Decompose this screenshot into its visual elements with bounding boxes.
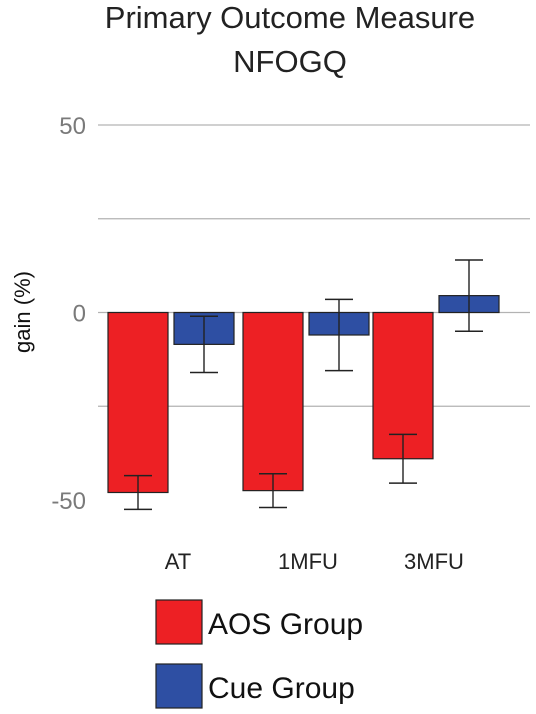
- x-tick-label: 1MFU: [278, 549, 338, 574]
- bar: [242, 311, 304, 492]
- y-tick-label: -50: [51, 488, 86, 515]
- bar: [107, 311, 169, 494]
- x-tick-label: 3MFU: [404, 549, 464, 574]
- legend-swatch: [155, 663, 203, 709]
- chart-subtitle: NFOGQ: [233, 44, 347, 79]
- y-tick-label: 50: [59, 113, 86, 140]
- bar-layer: [107, 295, 500, 494]
- y-tick-label: 0: [73, 301, 86, 328]
- x-tick-layer: AT 1MFU 3MFU: [165, 549, 464, 574]
- y-tick-layer: 50 0 -50: [51, 113, 86, 515]
- y-axis-label: gain (%): [10, 271, 35, 353]
- chart-title: Primary Outcome Measure: [104, 0, 476, 35]
- legend: AOS Group Cue Group: [155, 599, 363, 709]
- x-tick-label: AT: [165, 549, 191, 574]
- legend-swatch: [155, 599, 203, 645]
- legend-label: Cue Group: [208, 672, 355, 705]
- legend-label: AOS Group: [208, 608, 363, 641]
- error-bar-layer: [124, 259, 483, 511]
